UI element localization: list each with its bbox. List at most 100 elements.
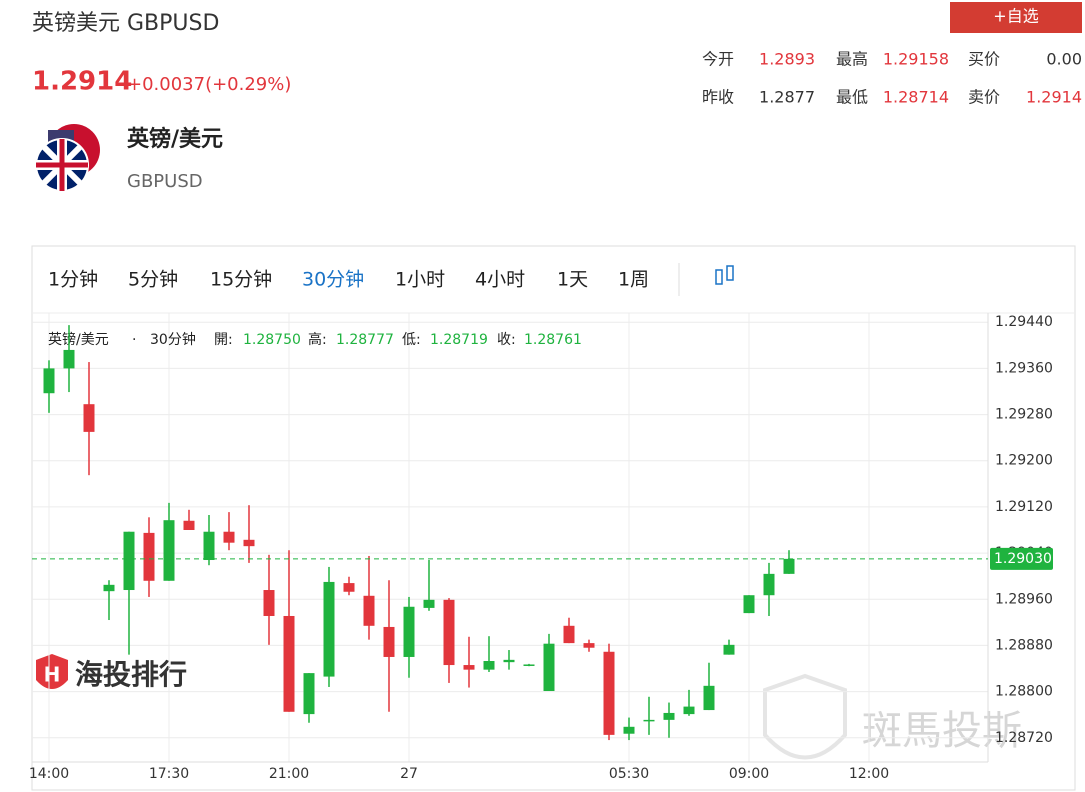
candle-body — [723, 644, 735, 655]
quote-label: 卖价 — [968, 88, 1000, 107]
watermark-shield — [36, 654, 68, 689]
watermark-text: 斑馬投斯 — [862, 708, 1022, 754]
watermark-text: 海投排行 — [75, 658, 187, 691]
quote-value: 1.2893 — [759, 50, 815, 69]
candle-body — [403, 606, 415, 657]
quote-label: 最高 — [836, 50, 868, 69]
info-low: 1.28719 — [430, 332, 488, 348]
candle-body — [323, 581, 335, 677]
candle-body — [603, 651, 615, 735]
chart-style-icon[interactable] — [715, 265, 734, 285]
candle-body — [503, 659, 515, 663]
interval-tab[interactable]: 4小时 — [475, 269, 525, 291]
interval-tab[interactable]: 30分钟 — [302, 269, 364, 291]
title: 英镑美元 GBPUSD — [32, 11, 219, 36]
candle-body — [103, 584, 115, 592]
quote-label: 最低 — [836, 88, 868, 107]
candle-body — [63, 349, 75, 369]
candle-body — [163, 520, 175, 581]
icon-candle[interactable] — [726, 265, 734, 281]
candle-body — [283, 615, 295, 712]
y-tick-label: 1.28960 — [995, 591, 1053, 607]
info-high-label: 高: — [308, 331, 327, 348]
info-name: 英镑/美元 — [48, 331, 109, 348]
y-tick-label: 1.28720 — [995, 730, 1053, 746]
info-close: 1.28761 — [524, 332, 582, 348]
quote-label: 昨收 — [702, 88, 734, 107]
candle-body — [263, 590, 275, 616]
candle-body — [763, 573, 775, 596]
quote-label: 买价 — [968, 50, 1000, 69]
price: 1.2914 — [32, 67, 132, 97]
candle-body — [423, 599, 435, 608]
y-tick-label: 1.29200 — [995, 453, 1053, 469]
candle-body — [383, 626, 395, 657]
candle-body — [483, 661, 495, 670]
info-high: 1.28777 — [336, 332, 394, 348]
watch-button-label[interactable]: +自选 — [993, 7, 1038, 26]
chart-panel — [31, 245, 1076, 791]
y-tick-label: 1.28880 — [995, 637, 1053, 653]
last-price-label: 1.29030 — [994, 551, 1052, 567]
x-tick-label: 05:30 — [609, 766, 649, 782]
grid — [32, 313, 988, 762]
quote-value: 1.2914 — [1026, 88, 1082, 107]
candle-body — [523, 664, 535, 666]
info-open: 1.28750 — [243, 332, 301, 348]
info-open-label: 開: — [214, 332, 233, 348]
x-tick-label: 12:00 — [849, 766, 889, 782]
candle-body — [703, 685, 715, 711]
candle-body — [783, 558, 795, 574]
candle-body — [183, 520, 195, 530]
candle-body — [623, 726, 635, 734]
watermark-logo-shield — [763, 673, 847, 760]
instrument-code: GBPUSD — [127, 171, 203, 192]
instrument-name: 英镑/美元 — [127, 126, 223, 152]
candle-body — [83, 404, 95, 432]
candle-body — [43, 368, 55, 394]
x-tick-label: 27 — [400, 766, 418, 782]
candle-body — [583, 643, 595, 648]
y-tick-label: 1.29120 — [995, 499, 1053, 515]
info-close-label: 收: — [497, 332, 516, 348]
x-tick-label: 14:00 — [29, 766, 69, 782]
interval-tab[interactable]: 1分钟 — [48, 269, 98, 291]
watch-button[interactable] — [950, 2, 1082, 33]
info-low-label: 低: — [402, 332, 421, 348]
x-tick-label: 17:30 — [149, 766, 189, 782]
quote-label: 今开 — [702, 50, 734, 69]
candle-body — [223, 531, 235, 543]
interval-tab[interactable]: 15分钟 — [210, 269, 272, 291]
quote-value: 1.2877 — [759, 88, 815, 107]
interval-tab[interactable]: 5分钟 — [128, 269, 178, 291]
watermark-right-logo — [763, 673, 847, 760]
change: +0.0037(+0.29%) — [127, 74, 291, 95]
icon-candle[interactable] — [715, 269, 723, 285]
quote-value: 0.00 — [1046, 50, 1082, 69]
info-separator: · — [132, 332, 136, 348]
candle-body — [303, 673, 315, 715]
candle-body — [243, 539, 255, 547]
x-tick-label: 21:00 — [269, 766, 309, 782]
candle-body — [743, 595, 755, 614]
info-interval: 30分钟 — [150, 331, 196, 348]
quote-value: 1.28714 — [883, 88, 949, 107]
watermark-shield-letter: H — [44, 663, 61, 687]
candle-body — [343, 583, 355, 592]
quote-value: 1.29158 — [883, 50, 949, 69]
interval-tab[interactable]: 1周 — [618, 269, 649, 291]
flag-icon — [35, 124, 100, 192]
interval-tab[interactable]: 1小时 — [395, 269, 445, 291]
candle-body — [463, 665, 475, 670]
interval-tab[interactable]: 1天 — [557, 269, 588, 291]
last-price-box — [990, 547, 1053, 570]
candle-body — [543, 643, 555, 692]
candle-body — [123, 531, 135, 591]
y-tick-label: 1.29360 — [995, 360, 1053, 376]
x-tick-label: 09:00 — [729, 766, 769, 782]
candle-body — [643, 719, 655, 722]
candle-body — [663, 712, 675, 720]
